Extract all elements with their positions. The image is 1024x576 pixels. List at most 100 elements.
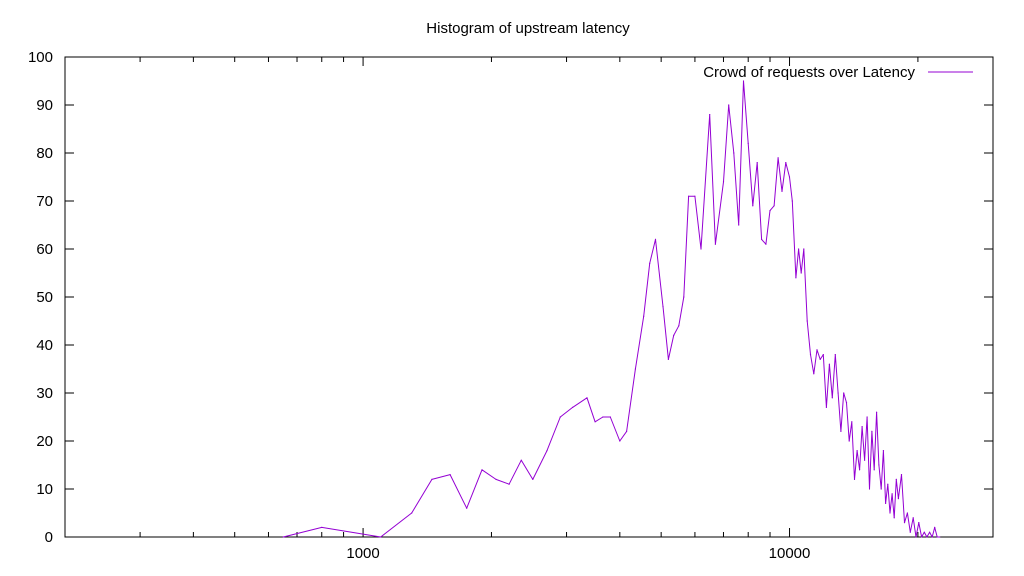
- data-point: [831, 397, 833, 399]
- data-point: [816, 349, 818, 351]
- data-point: [602, 416, 604, 418]
- data-point: [843, 392, 845, 394]
- y-tick-label: 80: [36, 145, 53, 162]
- data-point: [714, 243, 717, 245]
- data-point: [800, 272, 802, 274]
- data-point: [752, 205, 754, 207]
- data-point: [643, 315, 645, 317]
- data-point: [866, 416, 868, 418]
- data-point: [546, 450, 548, 452]
- data-point: [431, 478, 433, 480]
- data-point: [900, 474, 903, 476]
- y-tick-label: 40: [36, 337, 53, 354]
- data-point: [936, 536, 938, 538]
- data-point: [756, 162, 758, 164]
- data-point: [728, 104, 730, 106]
- data-point: [733, 152, 735, 154]
- data-point: [921, 536, 923, 538]
- y-tick-label: 0: [45, 529, 53, 546]
- data-point: [532, 478, 534, 480]
- data-point: [673, 334, 675, 336]
- data-point: [803, 248, 805, 250]
- data-point: [859, 469, 861, 471]
- data-point: [876, 411, 878, 413]
- data-point: [619, 440, 621, 442]
- x-tick-label: 10000: [769, 545, 811, 562]
- data-point: [709, 114, 711, 116]
- data-point: [853, 478, 856, 480]
- data-point: [887, 483, 889, 485]
- data-point: [466, 507, 468, 509]
- data-point: [929, 531, 931, 533]
- data-point: [481, 469, 483, 471]
- data-point: [903, 522, 906, 524]
- data-point: [678, 325, 680, 327]
- data-point: [747, 142, 749, 144]
- data-point: [931, 536, 933, 538]
- data-point: [819, 358, 821, 360]
- data-point: [649, 262, 651, 264]
- y-tick-label: 60: [36, 241, 53, 258]
- data-point: [761, 238, 763, 240]
- data-point: [688, 195, 690, 197]
- data-point: [738, 224, 740, 226]
- data-point: [508, 483, 510, 485]
- data-point: [915, 536, 917, 538]
- data-point: [934, 526, 936, 529]
- data-point: [926, 536, 928, 538]
- data-point: [449, 474, 451, 476]
- legend-label: Crowd of requests over Latency: [703, 64, 915, 81]
- data-point: [634, 368, 637, 370]
- data-point: [861, 426, 863, 428]
- data-point: [834, 354, 836, 356]
- data-point: [809, 354, 812, 356]
- data-point: [520, 459, 522, 461]
- data-point: [609, 416, 611, 418]
- data-point: [683, 296, 685, 298]
- data-point: [813, 373, 815, 375]
- data-point: [722, 181, 725, 183]
- data-point: [700, 248, 702, 250]
- data-point: [798, 248, 800, 250]
- chart-title: Histogram of upstream latency: [426, 20, 630, 37]
- data-point: [777, 157, 779, 159]
- data-point: [885, 502, 887, 504]
- data-point: [662, 306, 664, 308]
- data-point: [882, 450, 885, 452]
- data-point: [806, 320, 808, 322]
- data-point: [851, 421, 853, 423]
- data-point: [791, 200, 793, 202]
- data-point: [889, 512, 891, 514]
- data-point: [785, 162, 787, 164]
- y-tick-label: 70: [36, 193, 53, 210]
- data-point: [594, 421, 596, 423]
- data-point: [895, 478, 897, 480]
- data-point: [912, 517, 914, 519]
- data-point: [871, 430, 873, 432]
- data-point: [848, 440, 850, 442]
- data-point: [773, 205, 775, 207]
- data-point: [939, 536, 941, 538]
- data-point: [411, 512, 413, 514]
- data-point: [873, 469, 875, 471]
- x-tick-label: 1000: [346, 545, 379, 562]
- data-point: [880, 488, 882, 490]
- data-point: [825, 406, 828, 408]
- data-point: [559, 416, 561, 418]
- data-point: [769, 210, 771, 212]
- data-point: [923, 531, 925, 533]
- y-tick-label: 20: [36, 433, 53, 450]
- data-point: [694, 195, 696, 197]
- data-point: [765, 243, 767, 245]
- data-point: [586, 397, 588, 399]
- data-point: [878, 464, 880, 466]
- data-point: [572, 406, 574, 408]
- data-point: [495, 478, 497, 480]
- data-point: [380, 536, 382, 538]
- data-point: [837, 392, 839, 394]
- y-tick-label: 100: [28, 49, 53, 66]
- axis-ticks: 0 10 20 30 40 50 60 70 80 90 100 1000 10000: [28, 49, 994, 562]
- y-tick-label: 30: [36, 385, 53, 402]
- data-point: [321, 526, 323, 529]
- data-point: [918, 522, 920, 524]
